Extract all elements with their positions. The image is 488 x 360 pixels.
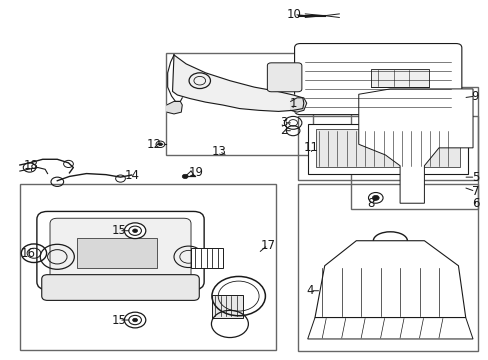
Circle shape: [158, 143, 162, 146]
FancyBboxPatch shape: [50, 218, 191, 282]
Circle shape: [124, 312, 145, 328]
Bar: [77, 238, 157, 268]
Polygon shape: [307, 318, 472, 339]
Text: 13: 13: [211, 145, 226, 158]
Text: 18: 18: [24, 159, 39, 172]
Text: 4: 4: [306, 284, 313, 297]
Circle shape: [132, 318, 137, 322]
Polygon shape: [290, 98, 306, 112]
Text: 19: 19: [188, 166, 203, 179]
Text: 9: 9: [471, 90, 478, 103]
Bar: [370, 69, 428, 87]
FancyBboxPatch shape: [41, 275, 199, 300]
Bar: [351, 87, 477, 208]
Bar: [297, 184, 477, 351]
Circle shape: [156, 141, 164, 148]
Text: 10: 10: [286, 8, 301, 21]
Bar: [212, 296, 242, 318]
Text: 12: 12: [147, 138, 162, 151]
Circle shape: [372, 195, 378, 201]
Polygon shape: [358, 89, 472, 203]
Text: 15: 15: [111, 314, 126, 327]
Polygon shape: [172, 55, 303, 111]
Text: 16: 16: [20, 247, 36, 260]
Text: 7: 7: [471, 185, 478, 198]
Circle shape: [132, 229, 137, 233]
Text: 3: 3: [279, 116, 286, 129]
Text: 1: 1: [289, 97, 296, 110]
Text: 14: 14: [124, 169, 139, 182]
Text: 17: 17: [260, 239, 275, 252]
Circle shape: [124, 223, 145, 239]
Bar: [307, 123, 467, 174]
Bar: [20, 184, 276, 350]
FancyBboxPatch shape: [267, 63, 301, 92]
FancyBboxPatch shape: [294, 44, 461, 114]
Text: 5: 5: [471, 171, 478, 184]
Bar: [191, 248, 222, 267]
Bar: [316, 129, 459, 167]
Text: 2: 2: [279, 124, 286, 137]
Bar: [297, 116, 477, 180]
Polygon shape: [314, 241, 465, 318]
Bar: [165, 53, 312, 155]
Text: 11: 11: [304, 141, 319, 154]
FancyBboxPatch shape: [37, 211, 203, 290]
Text: 6: 6: [471, 197, 478, 210]
Circle shape: [182, 174, 188, 179]
Text: 8: 8: [366, 197, 374, 210]
Polygon shape: [166, 102, 182, 114]
Text: 15: 15: [111, 224, 126, 237]
Circle shape: [368, 193, 382, 203]
